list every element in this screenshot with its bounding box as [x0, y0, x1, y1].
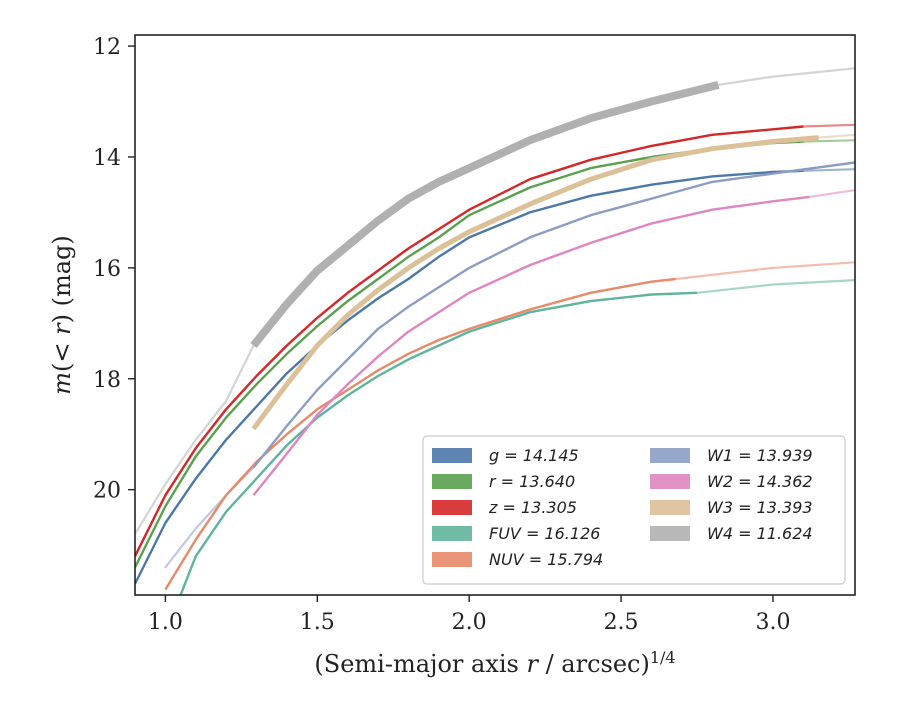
series-curve-2	[135, 125, 804, 557]
plot-frame	[134, 34, 856, 596]
series-curve-3	[179, 291, 698, 595]
extrapolated-curve-3	[695, 279, 855, 294]
legend-label-6: W2 = 14.362	[707, 472, 813, 491]
y-tick-label-0: 12	[93, 35, 121, 60]
y-tick-label-2: 16	[93, 257, 121, 282]
extrapolated-curve-8	[135, 344, 255, 536]
series-curve-4	[164, 277, 676, 591]
x-axis-label: (Semi-major axis r / arcsec)1/4	[314, 648, 675, 679]
extrapolated-curve-6	[808, 189, 855, 198]
x-tick-label-4: 3.0	[755, 610, 790, 635]
extrapolated-curve-0	[802, 168, 855, 172]
series-layer	[135, 81, 855, 595]
legend-label-4: NUV = 15.794	[489, 550, 603, 569]
legend-swatch-3	[432, 526, 472, 541]
legend-swatch-1	[432, 474, 472, 489]
y-tick-label-4: 20	[93, 479, 121, 504]
extrapolated-curve-1	[802, 139, 855, 143]
legend-swatch-0	[432, 448, 472, 463]
series-curve-6	[252, 195, 810, 496]
legend-box	[422, 435, 846, 585]
legend-label-7: W3 = 13.393	[707, 498, 813, 517]
extrapolated-curve-9	[717, 67, 855, 86]
legend: g = 14.145 r = 13.640 z = 13.305 FUV = 16.1…	[422, 435, 846, 585]
legend-label-1: r = 13.640	[489, 472, 575, 491]
extrapolation-layer	[135, 67, 855, 569]
legend-swatch-2	[432, 500, 472, 515]
series-curve-5	[252, 161, 855, 469]
legend-swatch-8	[650, 526, 690, 541]
legend-swatch-6	[650, 474, 690, 489]
legend-swatch-4	[432, 552, 472, 567]
legend-label-2: z = 13.305	[488, 498, 577, 517]
x-tick-label-0: 1.0	[148, 610, 183, 635]
x-tick-label-3: 2.5	[604, 610, 639, 635]
legend-label-8: W4 = 11.624	[707, 524, 813, 543]
x-axis: 1.0 1.5 2.0 2.5 3.0	[148, 595, 790, 635]
y-axis: 12 14 16 18 20	[93, 35, 135, 504]
extrapolated-curve-7	[817, 133, 855, 139]
legend-label-3: FUV = 16.126	[489, 524, 600, 543]
y-tick-label-1: 14	[93, 146, 121, 171]
x-tick-label-1: 1.5	[300, 610, 335, 635]
series-curve-7	[251, 135, 819, 431]
series-curve-0	[135, 169, 804, 585]
series-curve-8	[250, 81, 720, 349]
extrapolated-curve-2	[802, 123, 855, 128]
legend-label-0: g = 14.145	[489, 446, 579, 465]
legend-swatch-5	[650, 448, 690, 463]
y-tick-label-3: 18	[93, 368, 121, 393]
extrapolated-curve-4	[674, 261, 855, 281]
legend-label-5: W1 = 13.939	[707, 446, 813, 465]
legend-swatch-7	[650, 500, 690, 515]
y-axis-label: m(< r) (mag)	[48, 235, 76, 395]
x-tick-label-2: 2.0	[452, 610, 487, 635]
